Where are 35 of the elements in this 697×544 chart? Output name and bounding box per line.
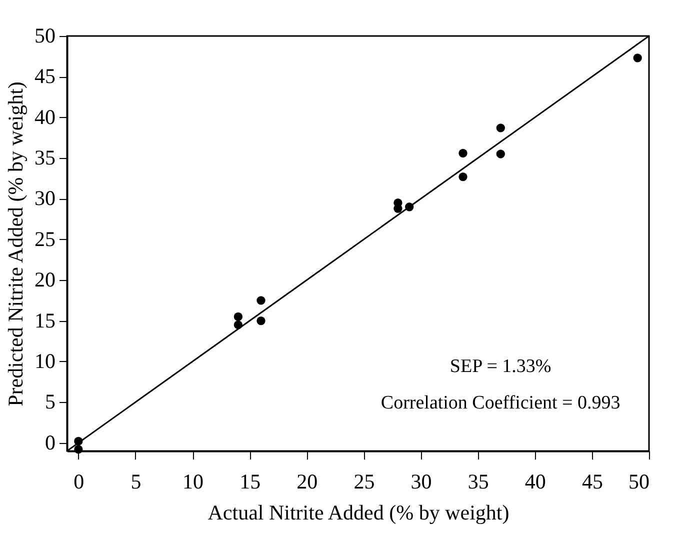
y-tick-label: 15 xyxy=(34,308,56,332)
y-tick-label: 20 xyxy=(34,268,56,292)
y-tick-label: 10 xyxy=(34,348,56,373)
x-tick-label: 40 xyxy=(524,470,546,494)
point xyxy=(496,124,505,132)
point xyxy=(633,54,642,62)
x-tick-label: 35 xyxy=(468,470,489,494)
point xyxy=(458,172,468,182)
x-axis-title: Actual Nitrite Added (% by weight) xyxy=(208,500,510,524)
x-tick-label: 5 xyxy=(130,470,142,494)
x-tick-label: 0 xyxy=(74,470,84,494)
y-tick-label: 50 xyxy=(34,24,56,48)
point xyxy=(458,148,468,158)
point xyxy=(496,150,505,158)
point xyxy=(256,316,266,326)
y-tick-label: 35 xyxy=(34,146,56,170)
point xyxy=(256,296,266,305)
x-tick-label: 20 xyxy=(296,470,318,494)
y-tick-label: 45 xyxy=(34,64,56,88)
annotation: Correlation Coefficient = 0.993 xyxy=(380,392,620,414)
point xyxy=(74,445,83,454)
y-tick-label: 5 xyxy=(45,390,56,414)
x-tick-label: 25 xyxy=(354,470,375,494)
y-tick-label: 0 xyxy=(45,430,56,454)
point xyxy=(234,312,243,322)
y-axis-title: Predicted Nitrite Added (% by weight) xyxy=(4,82,28,406)
x-tick-label: 30 xyxy=(410,470,432,494)
x-tick-label: 45 xyxy=(582,470,603,494)
annotation: SEP = 1.33% xyxy=(450,356,552,377)
y-tick-label: 40 xyxy=(34,104,56,129)
x-tick-label: 10 xyxy=(182,470,204,494)
x-tick-label: 15 xyxy=(240,470,261,494)
y-tick-label: 30 xyxy=(34,186,56,210)
y-tick-label: 25 xyxy=(34,226,56,251)
x-tick-label: 50 xyxy=(628,470,650,494)
